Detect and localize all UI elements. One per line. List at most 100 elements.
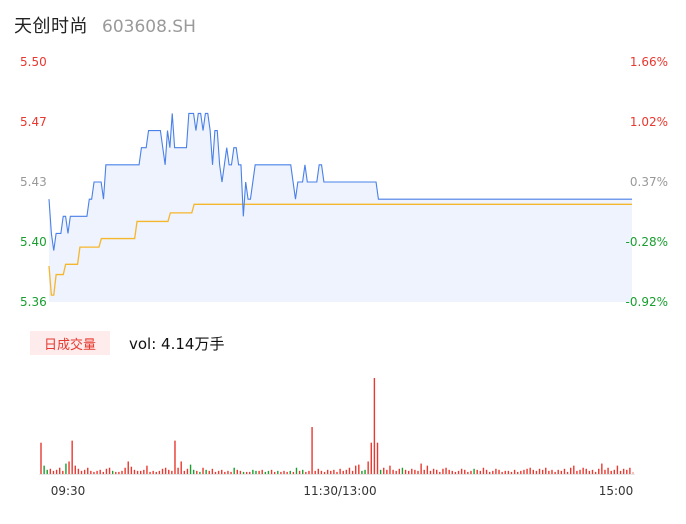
volume-bar: [298, 470, 301, 474]
volume-bar: [467, 471, 469, 474]
y-axis-percent-label: -0.92%: [626, 295, 668, 309]
volume-bar: [345, 469, 348, 474]
volume-bar: [460, 468, 463, 474]
volume-bar: [601, 463, 603, 474]
volume-bar: [582, 467, 584, 474]
volume-bar: [158, 470, 161, 474]
volume-bar: [136, 470, 139, 474]
volume-bar: [629, 467, 631, 474]
volume-bar: [407, 470, 410, 474]
volume-bar: [80, 470, 83, 474]
volume-bar: [133, 469, 136, 474]
volume-bar: [161, 468, 164, 474]
volume-bar: [358, 464, 360, 474]
y-axis-percent-label: 1.02%: [630, 115, 668, 129]
volume-bar: [616, 465, 619, 474]
volume-bar: [155, 471, 157, 474]
stock-name: 天创时尚: [14, 16, 88, 37]
volume-bar: [55, 469, 58, 474]
volume-bar: [224, 471, 226, 474]
volume-bar: [326, 469, 329, 474]
volume-bar: [598, 468, 600, 474]
volume-bar: [242, 471, 245, 474]
volume-bar: [569, 467, 572, 474]
y-axis-price-label: 5.36: [20, 295, 47, 309]
volume-bar: [152, 470, 154, 474]
volume-bar: [58, 467, 61, 474]
volume-bar: [370, 442, 372, 474]
volume-bar: [252, 469, 254, 474]
x-axis-time-label: 09:30: [51, 484, 86, 498]
volume-bar: [411, 468, 413, 474]
y-axis-price-label: 5.40: [20, 235, 47, 249]
volume-bar: [323, 471, 326, 474]
volume-bar: [43, 465, 45, 474]
volume-bar: [439, 471, 441, 474]
volume-bar: [557, 469, 559, 474]
volume-bar: [517, 471, 519, 474]
volume-bar: [423, 469, 425, 474]
volume-bar: [205, 469, 207, 474]
volume-bar: [591, 469, 594, 474]
volume-bar: [373, 378, 376, 474]
volume-bar: [351, 470, 354, 474]
volume-bar: [573, 465, 575, 474]
volume-bar: [302, 469, 304, 474]
volume-bar: [404, 469, 407, 474]
volume-bar: [523, 469, 525, 474]
volume-bar: [211, 468, 214, 474]
volume-bar: [579, 469, 581, 474]
volume-bar: [566, 471, 569, 474]
average-price-line: [48, 203, 632, 296]
volume-bar: [442, 468, 444, 474]
volume-bar: [177, 467, 179, 474]
volume-bar: [492, 470, 494, 474]
volume-bar: [65, 463, 67, 474]
daily-volume-tab[interactable]: 日成交量: [30, 331, 110, 355]
volume-bar: [208, 470, 210, 474]
volume-bar: [40, 442, 42, 474]
volume-bar: [183, 470, 186, 474]
volume-bar: [102, 471, 105, 474]
volume-bar: [164, 467, 167, 474]
x-axis-time-label: 11:30/13:00: [303, 484, 376, 498]
volume-bar: [146, 465, 148, 474]
volume-bar: [485, 469, 488, 474]
volume-bar: [588, 470, 591, 474]
volume-bar: [52, 470, 55, 474]
volume-bar: [457, 470, 460, 474]
volume-bar: [289, 470, 291, 474]
volume-bar: [495, 468, 497, 474]
y-axis-percent-label: 1.66%: [630, 55, 668, 69]
volume-bar: [473, 468, 475, 474]
volume-bar: [432, 468, 435, 474]
volume-bar: [383, 467, 385, 474]
volume-bar: [99, 469, 101, 474]
volume-bar: [149, 471, 151, 474]
volume-bar: [563, 468, 566, 474]
volume-bar: [83, 469, 86, 474]
volume-bar: [613, 469, 616, 474]
volume-bar: [180, 461, 182, 474]
volume-bar: [236, 469, 238, 474]
volume-bar: [541, 469, 544, 474]
volume-bar: [576, 470, 578, 474]
volume-bar: [619, 470, 622, 474]
volume-bar: [105, 468, 108, 474]
volume-bar: [535, 470, 538, 474]
volume-bar: [470, 470, 472, 474]
volume-bar: [87, 467, 89, 474]
volume-bar: [168, 469, 170, 474]
volume-bar: [336, 471, 338, 474]
volume-bar: [227, 470, 229, 474]
volume-bar: [239, 470, 242, 474]
volume-bar: [554, 471, 556, 474]
volume-bar: [395, 470, 397, 474]
volume-bar: [308, 470, 310, 474]
volume-bar: [367, 461, 369, 474]
volume-bar: [529, 467, 531, 474]
y-axis-price-label: 5.43: [20, 175, 47, 189]
volume-bar: [143, 469, 145, 474]
volume-bar: [314, 470, 316, 474]
y-axis-price-label: 5.50: [20, 55, 47, 69]
